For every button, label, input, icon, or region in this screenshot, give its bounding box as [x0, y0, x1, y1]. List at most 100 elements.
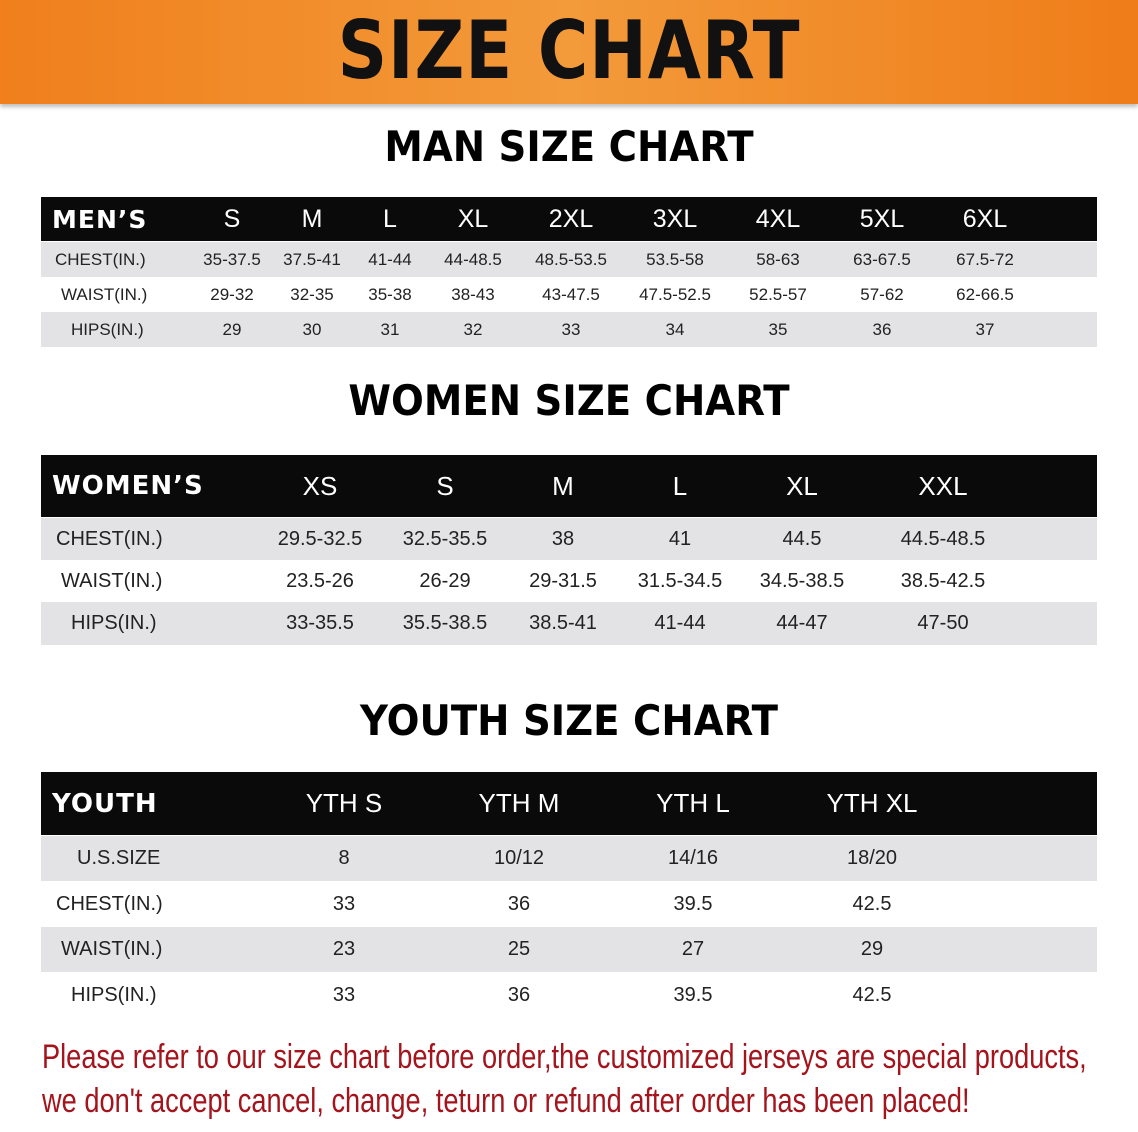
table-cell: 38-43: [451, 284, 495, 304]
table-cell: 29: [222, 319, 242, 339]
header-row: YOUTH YTH S YTH M YTH L YTH XL: [41, 772, 1097, 835]
size-header-cell: S: [223, 204, 241, 233]
banner: SIZE CHART: [0, 0, 1138, 104]
table-title-cell: YOUTH: [52, 788, 158, 819]
table-cell: 32.5-35.5: [402, 527, 488, 550]
header-row: WOMEN’S XS S M L XL XXL: [41, 455, 1097, 517]
table-cell: 36: [507, 892, 531, 915]
table-cell: 23.5-26: [286, 569, 354, 592]
size-header-cell: 6XL: [962, 204, 1008, 233]
size-header-cell: S: [436, 470, 454, 501]
table-cell: 34: [665, 319, 685, 339]
table-cell: 47.5-52.5: [639, 284, 711, 304]
youth-section-title: YOUTH SIZE CHART: [359, 696, 779, 745]
table-cell: 29-32: [210, 284, 254, 304]
table-cell: 35: [768, 319, 788, 339]
size-header-cell: 3XL: [652, 204, 698, 233]
table-cell: 58-63: [756, 249, 800, 269]
table-cell: 8: [338, 847, 350, 869]
size-header-cell: YTH L: [656, 788, 730, 818]
table-cell: 36: [872, 319, 892, 339]
table-cell: 37.5-41: [283, 249, 341, 269]
measurement-label: HIPS(IN.): [71, 612, 157, 634]
measurement-label: WAIST(IN.): [61, 284, 148, 304]
measurement-label: U.S.SIZE: [77, 847, 161, 869]
size-header-cell: XL: [786, 470, 818, 501]
table-row: U.S.SIZE 8 10/12 14/16 18/20: [41, 836, 1097, 881]
table-row: WAIST(IN.) 23 25 27 29: [41, 927, 1097, 972]
table-cell: 18/20: [846, 847, 898, 869]
table-cell: 10/12: [493, 847, 545, 869]
table-cell: 33: [332, 892, 356, 915]
table-row: HIPS(IN.) 33 36 39.5 42.5: [41, 972, 1097, 1018]
table-cell: 25: [507, 938, 531, 960]
measurement-label: CHEST(IN.): [56, 527, 163, 550]
table-cell: 34.5-38.5: [759, 569, 845, 592]
size-header-cell: XL: [457, 204, 489, 233]
table-title-cell: MEN’S: [52, 204, 148, 234]
table-cell: 36: [507, 983, 531, 1006]
men-size-table: MEN’S S M L XL 2XL 3XL 4XL 5XL 6XL CHEST(IN.) 35-37…: [41, 197, 1097, 347]
table-cell: 38: [551, 527, 575, 550]
table-cell: 53.5-58: [646, 249, 704, 269]
table-title-cell: WOMEN’S: [52, 471, 204, 501]
table-cell: 41: [668, 527, 692, 550]
youth-size-table: YOUTH YTH S YTH M YTH L YTH XL U.S.SIZE 8 10/12…: [41, 772, 1097, 1018]
table-cell: 23: [332, 938, 356, 960]
table-cell: 41-44: [368, 249, 412, 269]
table-row: HIPS(IN.) 29 30 31 32 33 34 35 36 37: [41, 312, 1097, 347]
table-cell: 42.5: [852, 983, 892, 1006]
table-cell: 35.5-38.5: [402, 612, 488, 634]
table-cell: 29: [860, 938, 884, 960]
table-cell: 62-66.5: [956, 284, 1014, 304]
table-row: WAIST(IN.) 29-32 32-35 35-38 38-43 43-47.5 47.…: [41, 277, 1097, 312]
measurement-label: CHEST(IN.): [56, 892, 163, 915]
table-cell: 52.5-57: [749, 284, 807, 304]
table-cell: 48.5-53.5: [535, 249, 607, 269]
size-header-cell: M: [301, 204, 323, 233]
measurement-label: HIPS(IN.): [71, 983, 157, 1006]
table-cell: 41-44: [654, 612, 706, 634]
size-header-cell: YTH M: [478, 788, 560, 818]
table-row: CHEST(IN.) 33 36 39.5 42.5: [41, 881, 1097, 927]
notice-line-2: we don't accept cancel, change, teturn o…: [42, 1082, 970, 1120]
size-header-cell: M: [552, 470, 574, 501]
table-cell: 42.5: [852, 892, 892, 915]
measurement-label: CHEST(IN.): [55, 249, 146, 269]
size-header-cell: L: [672, 470, 688, 501]
size-header-cell: YTH XL: [826, 788, 918, 818]
table-cell: 29.5-32.5: [277, 527, 363, 550]
table-cell: 35-38: [368, 284, 412, 304]
table-cell: 47-50: [917, 612, 969, 634]
table-cell: 31: [380, 319, 400, 339]
table-cell: 67.5-72: [956, 249, 1014, 269]
header-row: MEN’S S M L XL 2XL 3XL 4XL 5XL 6XL: [41, 197, 1097, 241]
table-cell: 31.5-34.5: [637, 569, 723, 592]
size-header-cell: XXL: [918, 470, 968, 501]
table-cell: 35-37.5: [203, 249, 261, 269]
table-cell: 57-62: [860, 284, 904, 304]
table-cell: 14/16: [667, 847, 719, 869]
table-cell: 32: [463, 319, 483, 339]
size-header-cell: 5XL: [859, 204, 905, 233]
table-cell: 32-35: [290, 284, 334, 304]
size-header-cell: L: [383, 204, 397, 233]
measurement-label: HIPS(IN.): [71, 319, 144, 339]
men-section-title: MAN SIZE CHART: [384, 122, 754, 171]
table-cell: 39.5: [673, 892, 713, 915]
table-cell: 38.5-41: [529, 612, 597, 634]
size-header-cell: 4XL: [755, 204, 801, 233]
women-size-table: WOMEN’S XS S M L XL XXL CHEST(IN.) 29.5-32.5 32.5…: [41, 455, 1097, 645]
size-header-cell: XS: [302, 470, 338, 501]
table-row: HIPS(IN.) 33-35.5 35.5-38.5 38.5-41 41-44 44-…: [41, 602, 1097, 645]
table-cell: 63-67.5: [853, 249, 911, 269]
table-row: WAIST(IN.) 23.5-26 26-29 29-31.5 31.5-34.5 34…: [41, 560, 1097, 602]
size-header-cell: 2XL: [548, 204, 594, 233]
table-cell: 39.5: [673, 983, 713, 1006]
table-cell: 26-29: [419, 569, 471, 592]
table-cell: 27: [681, 938, 705, 960]
table-cell: 44-47: [776, 612, 828, 634]
table-cell: 33-35.5: [286, 612, 354, 634]
table-cell: 29-31.5: [529, 569, 597, 592]
table-cell: 44.5-48.5: [900, 527, 986, 550]
